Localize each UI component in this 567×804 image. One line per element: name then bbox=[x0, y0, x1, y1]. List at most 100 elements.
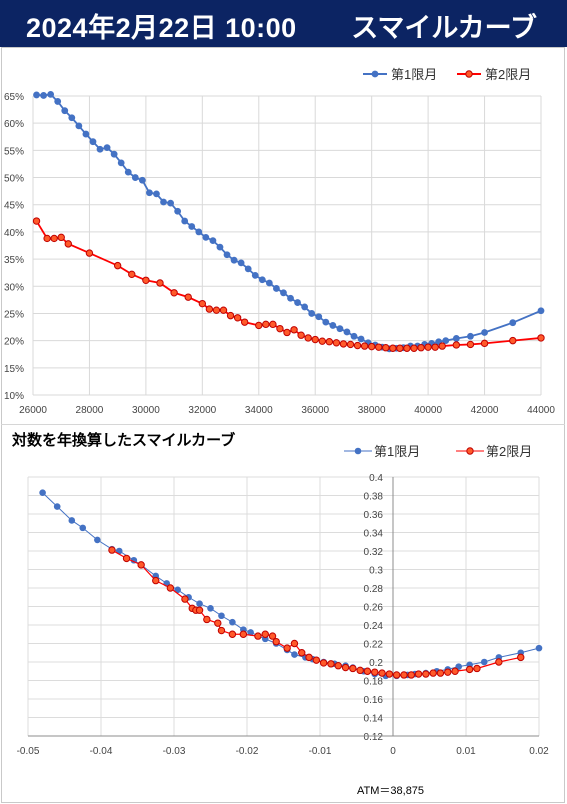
series-2-point bbox=[319, 659, 328, 667]
series-2-point bbox=[290, 326, 298, 334]
series-2-point bbox=[269, 320, 277, 329]
series-2-point bbox=[226, 311, 235, 320]
series-2-point bbox=[228, 630, 237, 638]
series-1-point bbox=[33, 91, 40, 99]
y-tick-label: 35% bbox=[4, 255, 24, 266]
series-2-point bbox=[341, 663, 350, 672]
legend-1-label: 第1限月 bbox=[374, 444, 420, 459]
series-1-point bbox=[54, 98, 62, 105]
series-2-point bbox=[233, 314, 242, 322]
x-tick-label: 28000 bbox=[76, 405, 104, 416]
legend-1-label: 第1限月 bbox=[391, 67, 437, 82]
series-2-point bbox=[254, 632, 262, 640]
series-1-point bbox=[467, 332, 474, 340]
series-1-point bbox=[291, 651, 298, 658]
y-tick-label: 0.3 bbox=[369, 566, 383, 577]
y-tick-label: 0.4 bbox=[369, 473, 383, 484]
y-tick-label: 15% bbox=[4, 364, 24, 375]
series-2-point bbox=[297, 331, 305, 339]
series-2-point bbox=[537, 334, 545, 342]
series-2-point bbox=[466, 340, 475, 349]
series-2-point bbox=[214, 619, 222, 627]
series-2-point bbox=[181, 595, 189, 603]
y-tick-label: 0.36 bbox=[364, 510, 384, 521]
series-2-point bbox=[517, 653, 525, 662]
x-tick-label: 40000 bbox=[414, 405, 442, 416]
series-1-point bbox=[229, 618, 236, 626]
series-1-point bbox=[481, 329, 488, 336]
y-tick-label: 30% bbox=[4, 282, 24, 293]
series-2-point bbox=[356, 666, 364, 675]
series-1-point bbox=[247, 629, 254, 636]
smile-curve-chart: 26000 28000 30000 32000 34000 36000 38000 40000… bbox=[4, 67, 555, 416]
series-2-point bbox=[217, 626, 226, 635]
y-tick-label: 25% bbox=[4, 309, 24, 320]
x-tick-label: -0.01 bbox=[309, 746, 332, 757]
y-tick-label: 20% bbox=[4, 337, 24, 348]
y-tick-label: 0.38 bbox=[364, 492, 384, 503]
series-2-point bbox=[283, 328, 291, 337]
series-2-point bbox=[198, 299, 207, 308]
series-1-point bbox=[160, 198, 167, 206]
series-2-point bbox=[205, 305, 214, 313]
series-2-point bbox=[262, 320, 270, 329]
y-tick-label: 0.22 bbox=[364, 640, 384, 651]
series-1-point bbox=[280, 289, 287, 297]
series-1-point bbox=[39, 489, 46, 497]
x-tick-label: -0.02 bbox=[236, 746, 259, 757]
series-2-point bbox=[113, 261, 122, 270]
series-1-point bbox=[315, 313, 323, 321]
series-2-point bbox=[240, 318, 249, 326]
series-1-point bbox=[265, 279, 273, 287]
series-2-point bbox=[332, 339, 341, 347]
x-tick-label: 32000 bbox=[188, 405, 216, 416]
series-1-point bbox=[273, 285, 280, 292]
x-tick-label: -0.04 bbox=[90, 746, 113, 757]
series-1-point bbox=[218, 612, 225, 620]
y-tick-label: 0.34 bbox=[364, 529, 384, 540]
series-1-point bbox=[209, 237, 217, 245]
x-tick-label: 26000 bbox=[19, 405, 47, 416]
series-2-point bbox=[137, 561, 145, 569]
series-2-point bbox=[311, 335, 319, 344]
series-1-point bbox=[207, 605, 214, 612]
series-1-point bbox=[294, 299, 301, 306]
series-2-point bbox=[473, 664, 481, 673]
series-2-point bbox=[444, 668, 452, 676]
series-1-point bbox=[535, 644, 543, 652]
series-1-point bbox=[195, 228, 203, 236]
series-1-point bbox=[350, 332, 358, 340]
x-tick-label: 44000 bbox=[527, 405, 555, 416]
y-tick-label: 0.26 bbox=[364, 603, 384, 614]
series-1-point bbox=[188, 223, 196, 230]
x-tick-label: -0.05 bbox=[17, 746, 40, 757]
series-2-point bbox=[371, 668, 379, 676]
series-1-point bbox=[47, 90, 55, 98]
series-2-point bbox=[400, 671, 408, 679]
x-tick-label: 42000 bbox=[471, 405, 499, 416]
legend-2-marker bbox=[465, 70, 473, 78]
series-2-point bbox=[363, 667, 372, 675]
series-1-point bbox=[124, 168, 132, 176]
series-1-point bbox=[103, 144, 111, 152]
series-2-point bbox=[327, 660, 335, 668]
header-title: スマイルカーブ bbox=[351, 13, 537, 43]
series-2-point bbox=[389, 344, 397, 352]
series-1-point bbox=[174, 207, 182, 215]
series-2-point bbox=[283, 644, 291, 652]
series-1-point bbox=[301, 303, 309, 311]
series-2-point bbox=[414, 670, 423, 678]
series-2-point bbox=[424, 343, 432, 351]
series-1-point bbox=[452, 335, 460, 342]
legend-2-marker bbox=[466, 447, 474, 455]
series-1-point bbox=[287, 294, 294, 302]
series-1-point bbox=[96, 145, 104, 153]
legend-2-label: 第2限月 bbox=[485, 67, 531, 82]
chart-divider bbox=[1, 424, 565, 425]
x-tick-label: 30000 bbox=[132, 405, 160, 416]
series-1-point bbox=[322, 318, 330, 326]
series-2-point bbox=[325, 338, 334, 346]
series-2-point bbox=[480, 339, 489, 348]
y-tick-label: 0.2 bbox=[369, 658, 383, 669]
series-2-point bbox=[438, 342, 446, 350]
